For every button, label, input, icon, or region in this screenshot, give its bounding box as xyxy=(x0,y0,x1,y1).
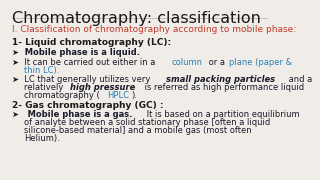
Text: ).: ). xyxy=(131,91,137,100)
Text: column: column xyxy=(172,58,203,67)
Text: HPLC: HPLC xyxy=(107,91,129,100)
Text: chromatography (: chromatography ( xyxy=(24,91,100,100)
Text: It is based on a partition equilibrium: It is based on a partition equilibrium xyxy=(144,110,300,119)
Text: ➤   Mobile phase is a gas.: ➤ Mobile phase is a gas. xyxy=(12,110,132,119)
Text: small packing particles: small packing particles xyxy=(166,75,276,84)
Text: plane (paper &: plane (paper & xyxy=(229,58,292,67)
Text: is referred as high performance liquid: is referred as high performance liquid xyxy=(142,83,304,92)
Text: or a: or a xyxy=(206,58,228,67)
Text: 1- Liquid chromatography (LC):: 1- Liquid chromatography (LC): xyxy=(12,38,172,47)
Text: ➤  Mobile phase is a liquid.: ➤ Mobile phase is a liquid. xyxy=(12,48,140,57)
Text: thin LC).: thin LC). xyxy=(24,66,60,75)
Text: and a: and a xyxy=(286,75,312,84)
Text: Helium).: Helium). xyxy=(24,134,60,143)
Text: Chromatography: classification: Chromatography: classification xyxy=(12,11,261,26)
Text: ➤  It can be carried out either in a: ➤ It can be carried out either in a xyxy=(12,58,158,67)
Text: silicone-based material] and a mobile gas (most often: silicone-based material] and a mobile ga… xyxy=(24,126,252,135)
Text: 2- Gas chromatography (GC) :: 2- Gas chromatography (GC) : xyxy=(12,101,164,110)
Text: relatively: relatively xyxy=(24,83,67,92)
Text: I. Classification of chromatography according to mobile phase:: I. Classification of chromatography acco… xyxy=(12,25,296,34)
Text: of analyte between a solid stationary phase [often a liquid: of analyte between a solid stationary ph… xyxy=(24,118,271,127)
Text: ➤  LC that generally utilizes very: ➤ LC that generally utilizes very xyxy=(12,75,153,84)
Text: high pressure: high pressure xyxy=(70,83,136,92)
